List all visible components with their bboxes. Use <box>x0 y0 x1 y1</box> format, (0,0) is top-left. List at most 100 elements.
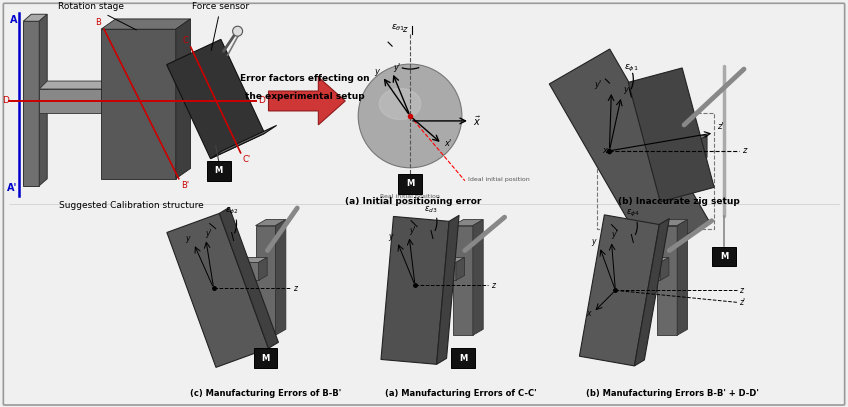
Circle shape <box>358 64 462 168</box>
Text: z: z <box>293 284 298 293</box>
Circle shape <box>232 26 243 36</box>
Polygon shape <box>381 217 449 364</box>
Text: z': z' <box>739 298 745 307</box>
Text: $\vec{x}$: $\vec{x}$ <box>473 114 481 128</box>
Polygon shape <box>255 220 286 225</box>
Polygon shape <box>453 220 483 225</box>
Polygon shape <box>101 29 176 179</box>
Text: C': C' <box>243 155 251 164</box>
Text: (b) Manufacturing Errors B-B' + D-D': (b) Manufacturing Errors B-B' + D-D' <box>586 389 759 398</box>
Text: $\varepsilon_{\phi 4}$: $\varepsilon_{\phi 4}$ <box>627 208 640 219</box>
Polygon shape <box>437 215 459 364</box>
Text: Force sensor: Force sensor <box>192 2 249 50</box>
Text: M: M <box>406 179 414 188</box>
Polygon shape <box>201 258 267 263</box>
Text: y: y <box>374 67 379 76</box>
Polygon shape <box>579 215 660 366</box>
Polygon shape <box>453 225 473 335</box>
Text: M: M <box>215 166 223 175</box>
Text: (a) Initial positioning error: (a) Initial positioning error <box>345 197 481 206</box>
Polygon shape <box>550 49 710 256</box>
Text: D: D <box>3 96 9 105</box>
Polygon shape <box>39 89 116 113</box>
Polygon shape <box>678 220 688 335</box>
Text: (a) Manufacturing Errors of C-C': (a) Manufacturing Errors of C-C' <box>385 389 537 398</box>
Text: Error factors effecting on: Error factors effecting on <box>240 74 369 83</box>
Polygon shape <box>657 220 688 225</box>
Polygon shape <box>602 263 661 280</box>
Text: M: M <box>459 354 467 363</box>
Text: B: B <box>95 18 101 27</box>
Polygon shape <box>23 21 39 186</box>
Polygon shape <box>602 258 669 263</box>
Polygon shape <box>398 263 456 280</box>
Polygon shape <box>259 258 267 280</box>
FancyBboxPatch shape <box>398 174 422 194</box>
Text: M: M <box>720 252 728 261</box>
Polygon shape <box>634 219 669 366</box>
Text: A: A <box>10 15 17 25</box>
Polygon shape <box>167 39 265 159</box>
Text: M: M <box>261 354 270 363</box>
Text: C: C <box>183 36 189 45</box>
Polygon shape <box>695 136 707 165</box>
Text: B': B' <box>181 181 189 190</box>
Polygon shape <box>657 225 678 335</box>
Text: A': A' <box>7 183 17 193</box>
Polygon shape <box>276 220 286 335</box>
Text: $\varepsilon_{\phi 1}$: $\varepsilon_{\phi 1}$ <box>624 63 639 74</box>
Polygon shape <box>628 68 714 202</box>
FancyBboxPatch shape <box>207 161 231 181</box>
FancyBboxPatch shape <box>712 247 736 267</box>
Polygon shape <box>193 75 226 123</box>
FancyBboxPatch shape <box>254 348 277 368</box>
Text: y: y <box>623 85 628 94</box>
Text: (c) Manufacturing Errors of B-B': (c) Manufacturing Errors of B-B' <box>190 389 341 398</box>
Text: D': D' <box>259 96 268 105</box>
Polygon shape <box>101 19 191 29</box>
Text: x': x' <box>444 139 451 148</box>
Polygon shape <box>456 258 465 280</box>
Polygon shape <box>661 258 669 280</box>
Polygon shape <box>473 220 483 335</box>
Text: y': y' <box>409 225 416 234</box>
Polygon shape <box>201 263 259 280</box>
FancyBboxPatch shape <box>451 348 475 368</box>
Text: y: y <box>185 234 190 243</box>
Text: y': y' <box>205 229 212 238</box>
Polygon shape <box>39 81 124 89</box>
Polygon shape <box>220 208 278 348</box>
Polygon shape <box>605 143 695 165</box>
Polygon shape <box>269 77 345 125</box>
Text: Ideal initial position: Ideal initial position <box>468 177 530 182</box>
Polygon shape <box>398 258 465 263</box>
Text: y': y' <box>594 80 601 89</box>
Polygon shape <box>39 14 47 186</box>
Text: x: x <box>602 146 607 155</box>
Text: x: x <box>586 309 590 318</box>
Text: Rotation stage: Rotation stage <box>58 2 137 30</box>
Text: (b) Inaccurate zig setup: (b) Inaccurate zig setup <box>618 197 740 206</box>
Text: $\varepsilon_{\theta 1}$: $\varepsilon_{\theta 1}$ <box>391 22 405 33</box>
FancyBboxPatch shape <box>3 3 845 405</box>
Text: $\varepsilon_{\phi 2}$: $\varepsilon_{\phi 2}$ <box>225 206 238 217</box>
Polygon shape <box>605 136 707 143</box>
Text: $\varepsilon_{d3}$: $\varepsilon_{d3}$ <box>424 205 438 215</box>
Text: y: y <box>388 232 393 241</box>
Text: Suggested Calibration structure: Suggested Calibration structure <box>59 201 204 210</box>
Text: the experimental setup: the experimental setup <box>244 92 364 101</box>
Text: y': y' <box>393 63 400 72</box>
Polygon shape <box>210 125 276 159</box>
Text: z: z <box>402 25 406 34</box>
Polygon shape <box>255 225 276 335</box>
Polygon shape <box>176 19 191 179</box>
Text: Real initial position: Real initial position <box>380 194 440 199</box>
Text: y: y <box>591 236 595 245</box>
Polygon shape <box>23 14 47 21</box>
Text: z': z' <box>717 122 723 131</box>
Text: z: z <box>742 147 746 155</box>
Ellipse shape <box>379 88 421 120</box>
Text: z: z <box>491 281 494 290</box>
Text: y': y' <box>611 230 617 239</box>
Polygon shape <box>167 213 269 368</box>
